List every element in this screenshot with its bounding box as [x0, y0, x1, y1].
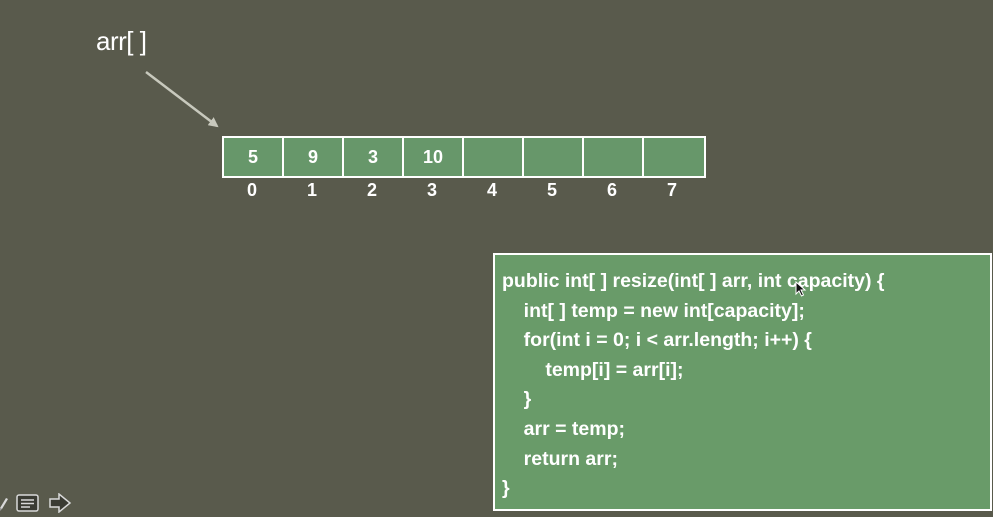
code-line-6: arr = temp;	[502, 417, 625, 440]
array-cell-0: 5	[224, 138, 284, 176]
array-cell-7	[644, 138, 704, 176]
slide-toolbar	[0, 492, 72, 517]
mouse-cursor-icon	[795, 281, 807, 297]
next-arrow-icon[interactable]	[48, 492, 72, 517]
array-index-1: 1	[306, 180, 317, 200]
code-line-3: for(int i = 0; i < arr.length; i++) {	[502, 329, 812, 352]
array-cells: 5 9 3 10	[222, 136, 706, 178]
pencil-icon[interactable]	[0, 494, 10, 517]
code-line-2: int[ ] temp = new int[capacity];	[502, 299, 805, 322]
array-cell-3: 10	[404, 138, 464, 176]
code-line-5: }	[502, 388, 532, 411]
array-label: arr[ ]	[96, 26, 147, 56]
array-cell-2: 3	[344, 138, 404, 176]
code-line-8: }	[502, 477, 510, 500]
array-cell-1: 9	[284, 138, 344, 176]
array-index-4: 4	[486, 180, 497, 200]
array-indices: 0 1 2 3 4 5 6 7	[222, 180, 702, 201]
notes-icon[interactable]	[16, 493, 40, 517]
array-index-5: 5	[546, 180, 557, 200]
code-line-4: temp[i] = arr[i];	[502, 358, 684, 381]
array-cell-6	[584, 138, 644, 176]
array-index-3: 3	[426, 180, 437, 200]
array-index-2: 2	[366, 180, 377, 200]
array-cell-4	[464, 138, 524, 176]
array-cell-5	[524, 138, 584, 176]
array-index-6: 6	[606, 180, 617, 200]
code-block: public int[ ] resize(int[ ] arr, int cap…	[493, 253, 992, 511]
array-index-0: 0	[246, 180, 257, 200]
code-line-7: return arr;	[502, 447, 618, 470]
code-line-1: public int[ ] resize(int[ ] arr, int cap…	[502, 270, 885, 292]
array-index-7: 7	[666, 180, 677, 200]
